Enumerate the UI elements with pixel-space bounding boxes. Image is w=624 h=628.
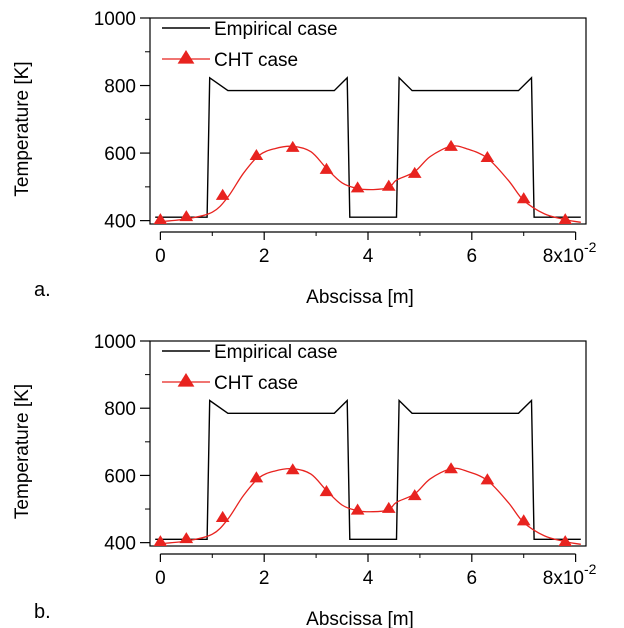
y-tick-label: 800 <box>104 77 136 98</box>
x-tick-label: 4 <box>363 568 374 589</box>
x-tick-label-last: 8x10-2 <box>543 239 597 267</box>
legend: Empirical case CHT case <box>162 19 338 71</box>
series-cht-case <box>153 462 581 546</box>
data-point-marker <box>285 140 300 152</box>
y-tick-label: 1000 <box>94 9 136 30</box>
legend-label-empirical: Empirical case <box>214 19 338 40</box>
chart-panel-a: 400 600 800 1000 0 2 4 6 8x10-2 Abscissa [m] Tempe… <box>12 9 597 308</box>
series-line <box>155 398 581 540</box>
x-tick-label: 6 <box>467 568 478 589</box>
y-axis-label: Temperature [K] <box>12 61 33 196</box>
data-point-marker <box>480 150 495 163</box>
data-point-marker <box>179 210 194 222</box>
x-tick-label: 4 <box>363 246 374 267</box>
data-point-marker <box>558 535 572 546</box>
x-axis-label: Abscissa [m] <box>306 287 414 308</box>
data-point-marker <box>480 473 495 485</box>
series-empirical-case <box>155 398 581 540</box>
x-tick-label: 0 <box>155 246 166 267</box>
legend: Empirical case CHT case <box>162 342 338 394</box>
y-tick-label: 600 <box>104 144 136 165</box>
x-tick-label: 0 <box>155 568 166 589</box>
x-tick-label: 2 <box>259 246 270 267</box>
data-point-marker <box>215 188 230 200</box>
panel-label: a. <box>34 279 51 301</box>
legend-label-empirical: Empirical case <box>214 342 338 363</box>
plot-frame <box>149 17 587 225</box>
y-tick-label: 600 <box>104 466 136 487</box>
data-point-marker <box>558 213 572 224</box>
legend-marker-cht <box>177 50 195 64</box>
data-point-marker <box>179 532 194 544</box>
data-point-marker <box>381 501 396 513</box>
series-line <box>160 467 581 545</box>
data-point-marker <box>407 166 422 178</box>
data-point-marker <box>249 148 264 160</box>
legend-label-cht: CHT case <box>214 373 298 394</box>
x-tick-label: 2 <box>259 568 270 589</box>
panel-label: b. <box>34 601 51 623</box>
data-point-marker <box>153 535 168 546</box>
legend-marker-cht <box>177 373 195 387</box>
x-tick-label-last: 8x10-2 <box>543 561 597 589</box>
y-tick-label: 400 <box>104 534 136 555</box>
data-point-marker <box>516 192 531 204</box>
y-tick-label: 800 <box>104 399 136 420</box>
data-point-marker <box>215 510 230 522</box>
chart-panel-b: 400 600 800 1000 0 2 4 6 8x10-2 Abscissa [m] Tempe… <box>12 332 597 628</box>
data-point-marker <box>350 503 365 515</box>
y-tick-label: 1000 <box>94 332 136 353</box>
legend-label-cht: CHT case <box>214 50 298 71</box>
series-cht-case <box>153 139 581 224</box>
data-point-marker <box>444 462 458 474</box>
x-axis-label: Abscissa [m] <box>306 609 414 628</box>
data-point-marker <box>319 162 334 174</box>
data-point-marker <box>350 181 365 193</box>
plot-frame <box>149 340 587 547</box>
data-point-marker <box>444 139 458 151</box>
data-point-marker <box>249 471 264 483</box>
data-point-marker <box>516 514 531 526</box>
data-point-marker <box>153 213 168 224</box>
data-point-marker <box>285 463 300 475</box>
y-tick-label: 400 <box>104 212 136 233</box>
y-axis-label: Temperature [K] <box>12 384 33 519</box>
data-point-marker <box>319 485 334 497</box>
series-line <box>160 145 581 223</box>
data-point-marker <box>407 489 422 501</box>
x-tick-label: 6 <box>467 246 478 267</box>
series-line <box>155 76 581 218</box>
data-point-marker <box>381 179 396 191</box>
series-empirical-case <box>155 76 581 218</box>
